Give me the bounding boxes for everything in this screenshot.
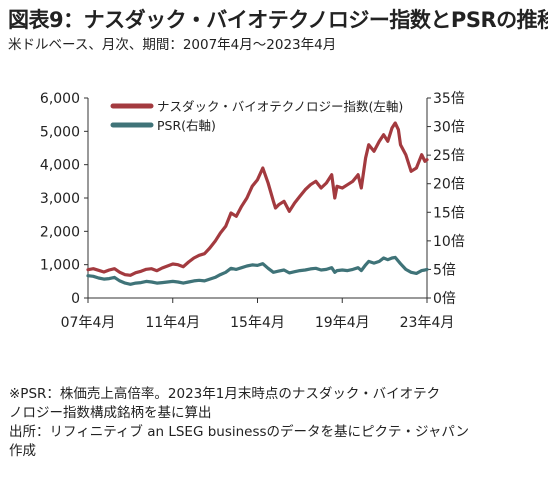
right-y-tick-label: 35倍 bbox=[433, 91, 465, 107]
left-y-tick-label: 6,000 bbox=[40, 91, 80, 107]
right-y-tick-label: 15倍 bbox=[433, 205, 465, 221]
x-tick-label: 11年4月 bbox=[145, 315, 200, 331]
right-y-tick-label: 25倍 bbox=[433, 148, 465, 164]
index-series-line bbox=[86, 121, 429, 277]
left-y-tick-label: 0 bbox=[71, 291, 80, 307]
left-y-tick-label: 2,000 bbox=[40, 224, 80, 240]
left-y-tick-label: 4,000 bbox=[40, 158, 80, 174]
right-y-tick-label: 20倍 bbox=[433, 177, 465, 193]
x-tick-label: 19年4月 bbox=[315, 315, 370, 331]
legend-index-label: ナスダック・バイオテクノロジー指数(左軸) bbox=[157, 99, 403, 114]
left-y-tick-label: 1,000 bbox=[40, 258, 80, 274]
legend-psr-label: PSR(右軸) bbox=[157, 118, 216, 133]
x-tick-label: 07年4月 bbox=[61, 315, 116, 331]
x-tick-label: 23年4月 bbox=[400, 315, 455, 331]
right-y-tick-label: 5倍 bbox=[433, 262, 456, 278]
footnote-line: 出所：リフィニティブ an LSEG businessのデータを基にピクテ・ジャ… bbox=[9, 424, 470, 440]
right-y-tick-label: 30倍 bbox=[433, 120, 465, 136]
right-y-tick-label: 0倍 bbox=[433, 291, 456, 307]
right-y-tick-label: 10倍 bbox=[433, 234, 465, 250]
left-y-tick-label: 5,000 bbox=[40, 124, 80, 140]
chart-area: 0 1,000 2,000 3,000 4,000 5,000 6,000 0倍 5倍 10倍 15… bbox=[40, 91, 465, 331]
psr-series-line bbox=[86, 255, 429, 286]
footnote-line: ノロジー指数構成銘柄を基に算出 bbox=[9, 405, 212, 421]
chart-title: 図表9：ナスダック・バイオテクノロジー指数とPSRの推移 bbox=[8, 8, 548, 32]
chart-subtitle: 米ドルベース、月次、期間：2007年4月～2023年4月 bbox=[8, 37, 337, 53]
footnote-line: 作成 bbox=[9, 443, 36, 459]
footnote-line: ※PSR：株価売上高倍率。2023年1月末時点のナスダック・バイオテク bbox=[9, 386, 441, 402]
x-tick-label: 15年4月 bbox=[230, 315, 285, 331]
legend: ナスダック・バイオテクノロジー指数(左軸) PSR(右軸) bbox=[110, 99, 403, 133]
footnotes: ※PSR：株価売上高倍率。2023年1月末時点のナスダック・バイオテク ノロジー… bbox=[9, 385, 469, 461]
axes-group: 0 1,000 2,000 3,000 4,000 5,000 6,000 0倍 5倍 10倍 15… bbox=[40, 91, 465, 331]
left-y-tick-label: 3,000 bbox=[40, 191, 80, 207]
series-group bbox=[86, 121, 429, 286]
